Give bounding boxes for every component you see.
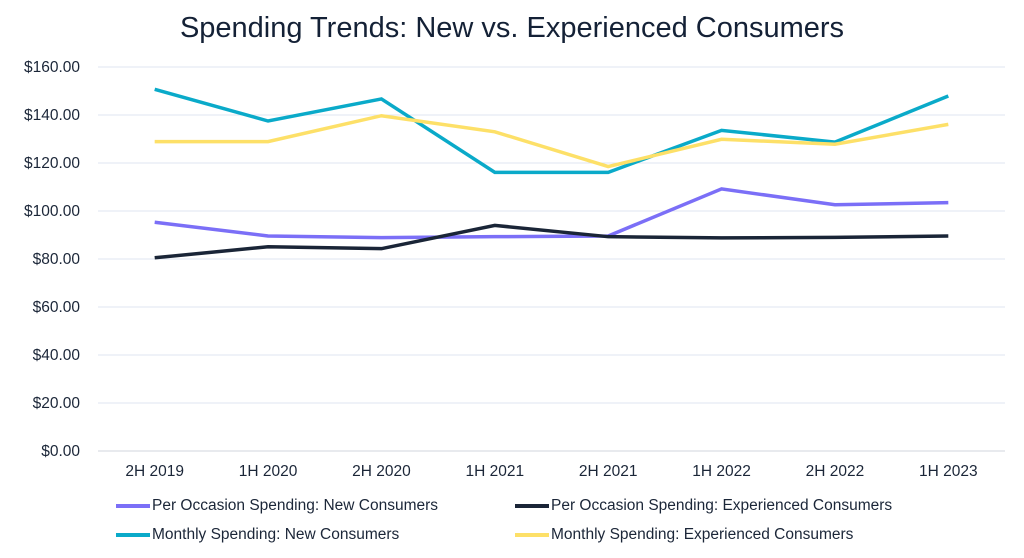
legend-swatch [515, 533, 549, 537]
legend-item-monthly-new: Monthly Spending: New Consumers [116, 526, 399, 544]
y-tick-label: $100.00 [24, 203, 80, 220]
y-tick-label: $20.00 [33, 395, 81, 412]
y-tick-label: $160.00 [24, 59, 80, 76]
legend-swatch [116, 533, 150, 537]
y-tick-label: $140.00 [24, 107, 80, 124]
legend-label: Monthly Spending: New Consumers [152, 526, 400, 543]
x-tick-label: 1H 2022 [692, 463, 751, 480]
x-tick-label: 2H 2022 [806, 463, 865, 480]
x-tick-label: 2H 2021 [579, 463, 638, 480]
legend-item-per-occasion-experienced: Per Occasion Spending: Experienced Consu… [515, 497, 892, 515]
chart-title: Spending Trends: New vs. Experienced Con… [179, 12, 845, 44]
legend-label: Per Occasion Spending: Experienced Consu… [551, 497, 893, 514]
x-tick-label: 1H 2021 [466, 463, 525, 480]
y-tick-label: $0.00 [41, 443, 80, 460]
legend-label: Monthly Spending: Experienced Consumers [551, 526, 854, 543]
y-tick-label: $120.00 [24, 155, 80, 172]
legend-item-per-occasion-new: Per Occasion Spending: New Consumers [116, 497, 438, 515]
series-line-1 [154, 187, 949, 240]
y-tick-label: $80.00 [33, 251, 81, 268]
y-tick-label: $40.00 [33, 347, 81, 364]
series-line-4 [154, 113, 949, 169]
legend-item-monthly-experienced: Monthly Spending: Experienced Consumers [515, 526, 853, 544]
legend-label: Per Occasion Spending: New Consumers [152, 497, 439, 514]
x-tick-label: 1H 2023 [919, 463, 978, 480]
x-tick-label: 2H 2020 [352, 463, 411, 480]
series-line-3 [154, 87, 949, 175]
x-tick-label: 2H 2019 [125, 463, 184, 480]
y-tick-label: $60.00 [33, 299, 81, 316]
series-line-2 [154, 223, 949, 260]
legend-swatch [515, 504, 549, 508]
legend-swatch [116, 504, 150, 508]
x-tick-label: 1H 2020 [239, 463, 298, 480]
